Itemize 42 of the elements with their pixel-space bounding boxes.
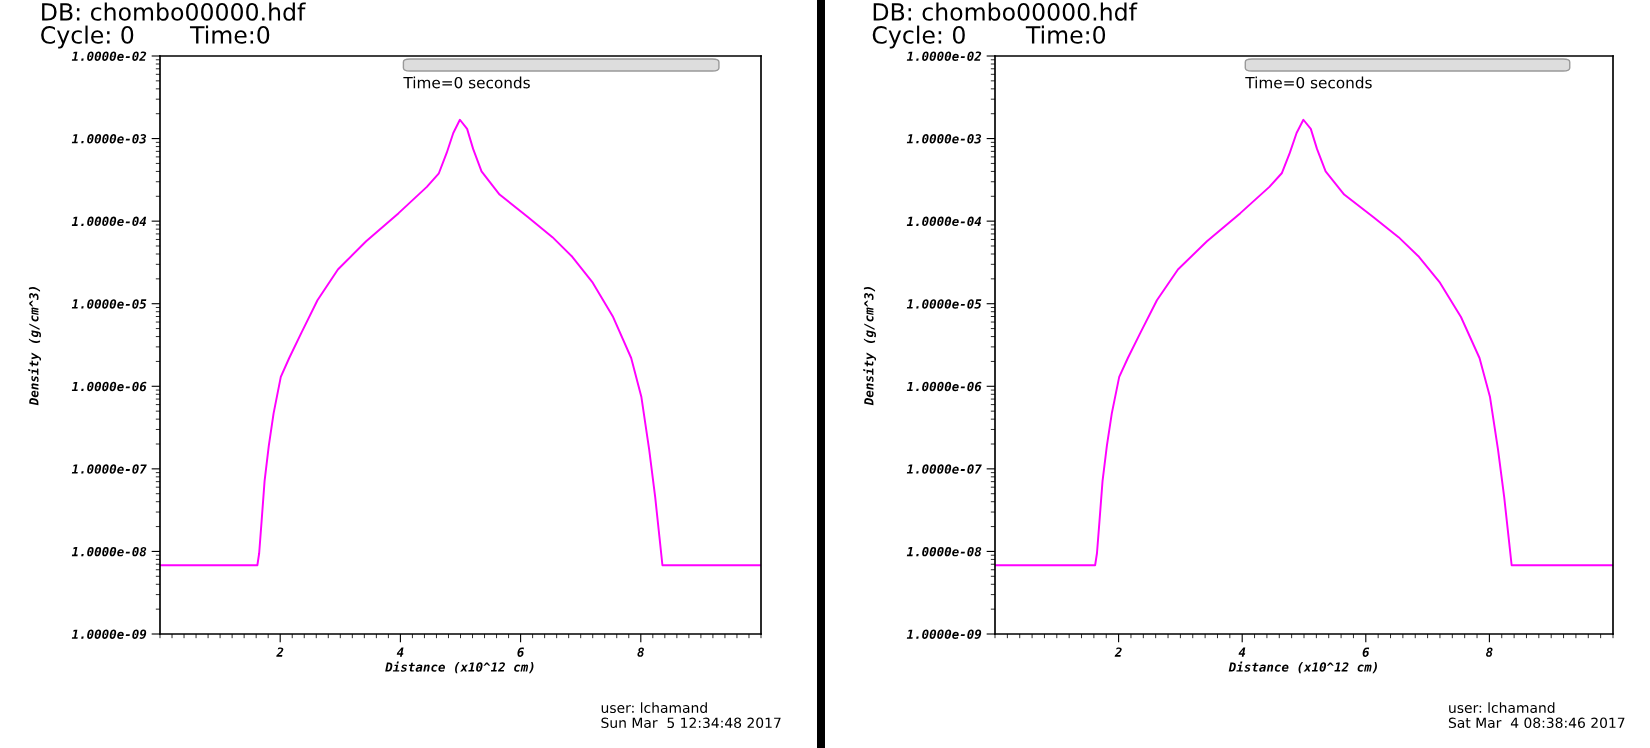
y-tick-label: 1.0000e-08 [906,546,982,557]
text: DB: chombo00000.hdf [42,2,306,21]
text: Time:0 [1025,25,1106,44]
y-axis-title: Density (g/cm^3) [28,287,41,406]
x-tick-label: 6 [517,647,524,657]
y-tick-label: 1.0000e-07 [906,464,982,474]
y-tick-label: 1.0000e-04 [71,216,147,227]
line-series [995,118,1613,567]
annotation: Time=0 seconds [1245,76,1372,89]
text: Sat Mar 4 08:38:46 2017 [1448,717,1625,729]
y-tick-label: 1.0000e-02 [906,51,982,61]
x-tick-label: 2 [276,647,284,657]
x-axis-title: Distance (x10^12 cm) [1228,661,1377,674]
y-axis-title: Density (g/cm^3) [863,287,876,406]
y-tick-label: 1.0000e-06 [71,381,147,392]
text: user: lchamand [601,702,707,714]
x-axis-title: Distance (x10^12 cm) [385,661,534,674]
text: DB: chombo00000.hdf [873,2,1138,21]
text: user: lchamand [1449,702,1555,714]
y-tick-label: 1.0000e-03 [71,134,147,144]
line-series [160,118,761,567]
y-tick-label: 1.0000e-06 [906,381,982,392]
text: Sun Mar 5 12:34:48 2017 [601,717,781,729]
y-tick-label: 1.0000e-09 [71,629,147,639]
text: Time:0 [189,25,270,44]
x-tick-label: 2 [1114,647,1122,657]
x-tick-label: 8 [1486,647,1493,657]
annotation: Time=0 seconds [403,76,530,89]
text: Cycle: 0 [872,25,965,49]
y-tick-label: 1.0000e-07 [71,464,147,474]
y-tick-label: 1.0000e-05 [71,299,147,309]
x-tick-label: 4 [396,647,404,657]
text: Cycle: 0 [41,25,134,49]
x-tick-label: 4 [1238,647,1246,657]
y-tick-label: 1.0000e-05 [906,299,982,309]
y-tick-label: 1.0000e-04 [906,216,982,227]
x-tick-label: 6 [1362,647,1370,657]
y-tick-label: 1.0000e-09 [906,629,982,639]
y-tick-label: 1.0000e-02 [71,51,147,61]
y-tick-label: 1.0000e-03 [906,134,982,144]
y-tick-label: 1.0000e-08 [71,546,147,557]
x-tick-label: 8 [637,647,644,657]
